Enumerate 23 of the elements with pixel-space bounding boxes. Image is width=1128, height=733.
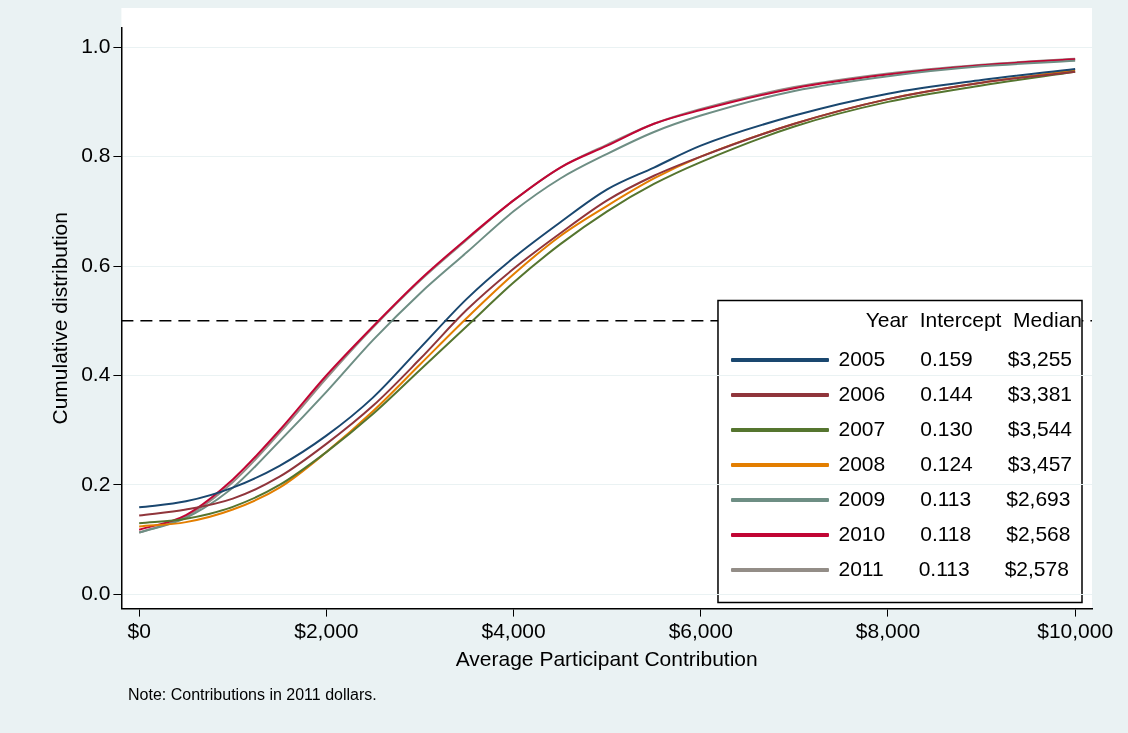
y-axis-title: Cumulative distribution <box>48 212 72 425</box>
legend-label: 2011 0.113 $2,578 <box>838 556 1069 580</box>
y-tick-label: 0.4 <box>81 362 111 386</box>
legend-label: 2009 0.113 $2,693 <box>838 486 1071 510</box>
x-tick-label: $10,000 <box>1037 619 1114 642</box>
legend-label: 2007 0.130 $3,544 <box>838 416 1073 440</box>
y-tick-label: 0.0 <box>81 581 111 605</box>
x-tick-label: $4,000 <box>481 619 546 642</box>
y-tick-label: 1.0 <box>81 33 111 57</box>
legend-label: 2006 0.144 $3,381 <box>838 381 1072 405</box>
y-tick-label: 0.2 <box>81 471 111 495</box>
y-tick-label: 0.8 <box>81 143 111 167</box>
y-tick-label: 0.6 <box>81 252 111 276</box>
legend-title: Year Intercept Median <box>865 307 1082 331</box>
x-tick-label: $2,000 <box>294 619 359 642</box>
legend-label: 2005 0.159 $3,255 <box>838 346 1072 370</box>
x-tick-label: $8,000 <box>855 619 921 642</box>
x-axis-title: Average Participant Contribution <box>455 647 758 671</box>
legend-label: 2010 0.118 $2,568 <box>838 521 1071 545</box>
x-tick-label: $0 <box>127 619 151 642</box>
legend-label: 2008 0.124 $3,457 <box>838 451 1072 475</box>
x-tick-label: $6,000 <box>668 619 733 642</box>
text: Note: Contributions in 2011 dollars. <box>128 686 377 704</box>
